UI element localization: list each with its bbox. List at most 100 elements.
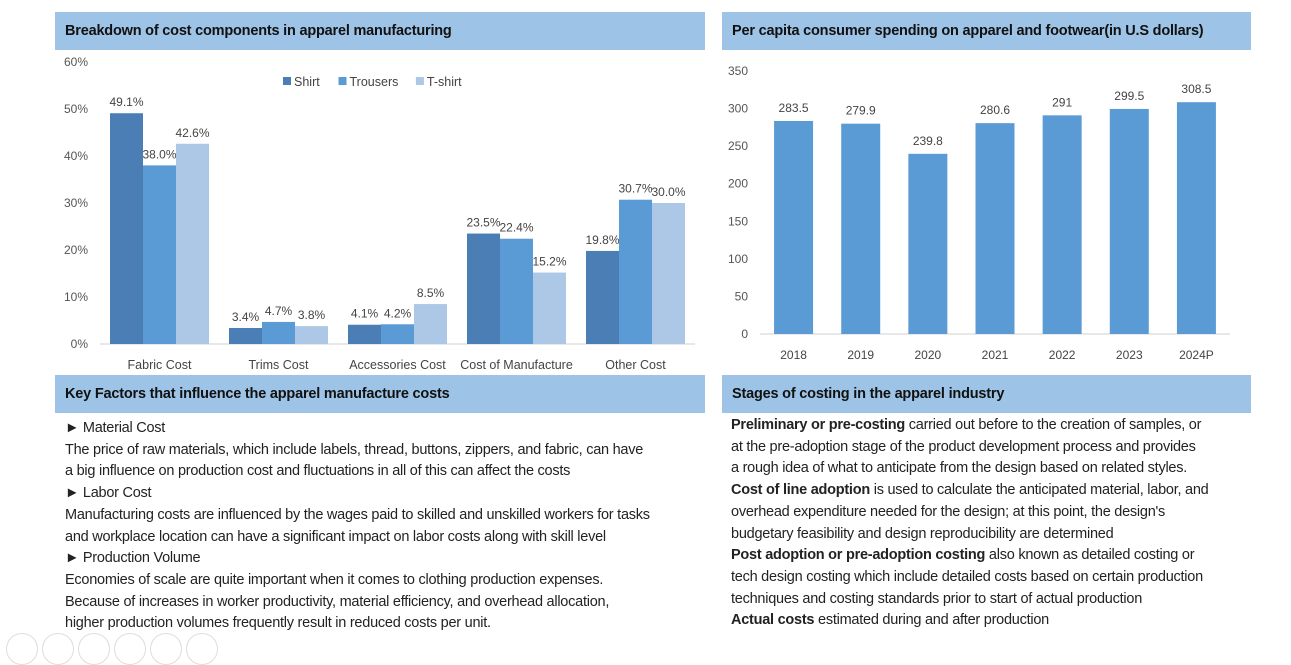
bar — [841, 123, 881, 334]
toolbar-forward-button[interactable] — [42, 633, 74, 665]
stage-line: at the pre-adoption stage of the product… — [731, 437, 1209, 459]
y-tick-label: 350 — [728, 64, 748, 78]
bar-trousers — [500, 238, 533, 344]
right-chart-header: Per capita consumer spending on apparel … — [722, 12, 1251, 50]
data-label: 4.2% — [384, 306, 412, 320]
x-tick-label: 2018 — [780, 348, 807, 362]
y-tick-label: 40% — [64, 149, 88, 163]
data-label: 22.4% — [499, 221, 533, 235]
data-label: 308.5 — [1181, 82, 1211, 96]
stage-title: Preliminary or pre-costing — [731, 417, 905, 433]
stages-header: Stages of costing in the apparel industr… — [722, 375, 1251, 413]
stage-title: Actual costs — [731, 612, 815, 629]
factor-description: Economies of scale are quite important w… — [65, 571, 604, 588]
stage-line: budgetary feasibility and design reprodu… — [731, 524, 1209, 546]
stage-line: Post adoption or pre-adoption costing al… — [731, 545, 1209, 567]
toolbar-pen-button[interactable] — [78, 633, 110, 665]
y-tick-label: 60% — [64, 55, 88, 69]
factor-description: The price of raw materials, which includ… — [65, 441, 644, 458]
data-label: 49.1% — [109, 95, 143, 109]
toolbar-back-button[interactable] — [6, 633, 38, 665]
factors-text: ► Material Cost The price of raw material… — [65, 418, 650, 635]
data-label: 4.1% — [351, 307, 379, 321]
legend-label: Trousers — [350, 75, 399, 89]
stage-description: at the pre-adoption stage of the product… — [731, 438, 1196, 455]
data-label: 19.8% — [585, 233, 619, 247]
toolbar-zoom-button[interactable] — [150, 633, 182, 665]
data-label: 291 — [1052, 95, 1072, 109]
bar — [1042, 115, 1082, 334]
stage-description: also known as detailed costing or — [985, 547, 1195, 564]
data-label: 30.0% — [651, 185, 685, 199]
toolbar-slides-button[interactable] — [114, 633, 146, 665]
factor-title: ► Production Volume — [65, 550, 201, 567]
y-tick-label: 150 — [728, 214, 748, 228]
x-tick-label: 2020 — [915, 348, 942, 362]
left-chart-header: Breakdown of cost components in apparel … — [55, 12, 705, 50]
stage-description: tech design costing which include detail… — [731, 568, 1203, 585]
factors-header: Key Factors that influence the apparel m… — [55, 375, 705, 413]
y-tick-label: 0 — [741, 327, 748, 341]
bar-trousers — [381, 324, 414, 344]
bar-t-shirt — [414, 304, 447, 344]
bar-t-shirt — [533, 272, 566, 344]
stage-line: tech design costing which include detail… — [731, 567, 1209, 589]
factor-description: a big influence on production cost and f… — [65, 463, 571, 480]
bar-shirt — [348, 324, 381, 344]
stage-line: techniques and costing standards prior t… — [731, 589, 1209, 611]
factor-description: Because of increases in worker productiv… — [65, 593, 610, 610]
data-label: 280.6 — [980, 103, 1010, 117]
bar-shirt — [229, 328, 262, 344]
legend-swatch — [415, 77, 424, 85]
x-tick-label: Fabric Cost — [128, 358, 192, 372]
data-label: 3.8% — [298, 308, 326, 322]
x-tick-label: 2021 — [982, 348, 1009, 362]
x-tick-label: 2023 — [1116, 348, 1143, 362]
bar-trousers — [143, 165, 176, 344]
factor-description: higher production volumes frequently res… — [65, 615, 491, 632]
data-label: 8.5% — [417, 286, 445, 300]
data-label: 3.4% — [232, 310, 260, 324]
data-label: 30.7% — [618, 182, 652, 196]
data-label: 299.5 — [1114, 89, 1144, 103]
stage-title: Post adoption or pre-adoption costing — [731, 547, 986, 564]
cost-breakdown-chart: 0% 10% 20% 30% 40% 50% 60% 49.1% 38.0% 42.6% Fabri… — [64, 55, 695, 372]
y-tick-label: 0% — [71, 337, 89, 351]
consumer-spending-chart: 0 50 100 150 200 250 300 350 283.5 2018 279.9 2019 2… — [728, 64, 1230, 362]
bar-shirt — [110, 113, 143, 344]
stage-description: carried out before to the creation of sa… — [905, 417, 1202, 433]
toolbar-more-button[interactable] — [186, 633, 218, 665]
data-label: 279.9 — [846, 104, 876, 118]
x-tick-label: Trims Cost — [249, 358, 309, 372]
stage-description: estimated during and after production — [814, 612, 1049, 629]
legend-label: Shirt — [294, 75, 320, 89]
stage-description: a rough idea of what to anticipate from … — [731, 460, 1188, 477]
y-tick-label: 30% — [64, 196, 88, 210]
x-tick-label: 2024P — [1179, 348, 1214, 362]
x-tick-label: Accessories Cost — [349, 358, 446, 372]
factor-title: ► Labor Cost — [65, 485, 152, 502]
y-tick-label: 200 — [728, 177, 748, 191]
stage-line: Cost of line adoption is used to calcula… — [731, 480, 1209, 502]
legend-swatch — [338, 77, 347, 85]
bar-shirt — [467, 233, 500, 344]
stage-line: Preliminary or pre-costing carried out b… — [731, 415, 1209, 437]
y-tick-label: 10% — [64, 290, 88, 304]
legend-swatch — [283, 77, 291, 85]
data-label: 42.6% — [175, 126, 209, 140]
bar-t-shirt — [176, 143, 209, 344]
data-label: 239.8 — [913, 134, 943, 148]
x-tick-label: Other Cost — [605, 358, 666, 372]
x-tick-label: 2022 — [1049, 348, 1076, 362]
bar-trousers — [619, 199, 652, 344]
bar-t-shirt — [295, 326, 328, 344]
data-label: 4.7% — [265, 304, 293, 318]
stage-line: Actual costs estimated during and after … — [731, 610, 1209, 632]
bar — [1176, 102, 1216, 334]
factor-description: and workplace location can have a signif… — [65, 528, 606, 545]
data-label: 283.5 — [779, 101, 809, 115]
y-tick-label: 300 — [728, 102, 748, 116]
stage-description: is used to calculate the anticipated mat… — [869, 482, 1209, 499]
stage-title: Cost of line adoption — [731, 482, 870, 499]
factor-description: Manufacturing costs are influenced by th… — [65, 506, 650, 523]
